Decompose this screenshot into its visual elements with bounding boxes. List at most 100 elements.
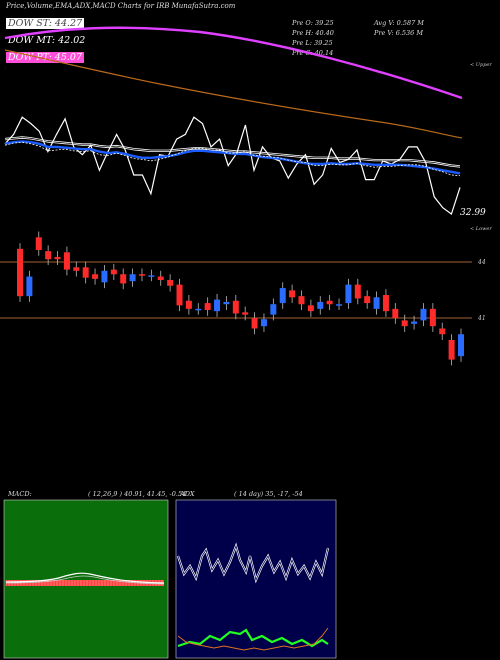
pre-high: Pre H: 40.40 bbox=[292, 29, 334, 37]
candle bbox=[364, 290, 371, 309]
avg-volume: Avg V: 0.587 M bbox=[374, 19, 424, 27]
candle bbox=[458, 328, 464, 362]
candle bbox=[382, 289, 389, 317]
candle-body bbox=[17, 248, 23, 297]
candle-body bbox=[138, 274, 145, 276]
candle-body bbox=[260, 319, 267, 327]
adx-green-line bbox=[177, 628, 329, 648]
candle bbox=[204, 297, 211, 316]
pre-low: Pre L: 39.25 bbox=[292, 39, 333, 47]
macd-panel bbox=[3, 499, 169, 659]
candle bbox=[345, 278, 352, 309]
macd-signal-line bbox=[5, 575, 165, 585]
candle bbox=[260, 313, 267, 332]
candle-body bbox=[411, 321, 418, 324]
candle-body bbox=[167, 280, 174, 286]
candle-body bbox=[429, 308, 436, 327]
candle bbox=[232, 295, 239, 320]
candle bbox=[326, 295, 333, 310]
adx-params: ( 14 day) 35, -17, -54 bbox=[234, 490, 303, 498]
candle-body bbox=[73, 267, 80, 271]
candle bbox=[270, 298, 277, 321]
candle-body bbox=[336, 304, 343, 306]
candle-body bbox=[242, 312, 249, 315]
dow-pt-label: DOW PT: 45.07 bbox=[6, 52, 84, 63]
candle bbox=[429, 303, 436, 332]
candle-body bbox=[373, 297, 380, 309]
level-44-label: 44 bbox=[478, 259, 486, 266]
candle-body bbox=[204, 303, 211, 310]
candle-body bbox=[45, 251, 52, 260]
candle bbox=[439, 322, 446, 340]
candle-body bbox=[148, 275, 155, 277]
candle bbox=[167, 274, 174, 292]
candle-body bbox=[232, 300, 239, 314]
candle bbox=[307, 299, 314, 317]
candle-body bbox=[129, 274, 136, 282]
candle bbox=[298, 290, 305, 310]
candle bbox=[289, 284, 296, 304]
candle-body bbox=[214, 299, 221, 312]
candle-body bbox=[392, 308, 399, 319]
candle-body bbox=[120, 274, 127, 284]
candle-body bbox=[382, 295, 389, 312]
candle-body bbox=[270, 304, 277, 315]
candle-body bbox=[35, 237, 42, 250]
candle-body bbox=[345, 284, 352, 304]
candle bbox=[45, 245, 52, 265]
last-price-label: 32.99 bbox=[460, 208, 486, 218]
candle-body bbox=[439, 328, 446, 335]
candle-body bbox=[54, 256, 61, 260]
top-tick-markers: · bbox=[3, 67, 8, 71]
candle-body bbox=[298, 296, 305, 305]
candle-body bbox=[458, 334, 464, 357]
pre-open: Pre O: 39.25 bbox=[292, 19, 334, 27]
candle-body bbox=[420, 308, 427, 321]
candle-body bbox=[448, 340, 455, 360]
candle-body bbox=[401, 320, 408, 327]
candle bbox=[251, 312, 258, 335]
candle-body bbox=[176, 284, 183, 306]
candle bbox=[176, 278, 183, 312]
candle-body bbox=[279, 288, 286, 304]
macd-line bbox=[5, 572, 165, 584]
candle-body bbox=[82, 267, 89, 278]
candle-body bbox=[317, 301, 324, 309]
candle-body bbox=[289, 290, 296, 298]
candle bbox=[101, 265, 108, 289]
dow-mt-label: DOW MT: 42.02 bbox=[8, 35, 86, 46]
candle bbox=[129, 268, 136, 287]
orange-ema-line bbox=[4, 49, 463, 139]
candle-body bbox=[110, 269, 117, 275]
candle bbox=[401, 314, 408, 332]
candle bbox=[35, 231, 42, 256]
candle bbox=[373, 291, 380, 315]
candle-body bbox=[101, 270, 108, 283]
macd-params: ( 12,26,9 ) 40.91, 41.45, -0.54 bbox=[88, 490, 187, 498]
dow-st-label: DOW ST: 44.27 bbox=[6, 18, 85, 29]
chart-title: Price,Volume,EMA,ADX,MACD Charts for IRB… bbox=[6, 2, 236, 10]
candle bbox=[138, 268, 145, 282]
candle bbox=[214, 293, 221, 317]
candle bbox=[148, 269, 155, 282]
upper-ema-line-b bbox=[4, 136, 461, 166]
candle-body bbox=[354, 284, 361, 299]
candle-body bbox=[195, 308, 202, 311]
candle bbox=[392, 303, 399, 324]
candle bbox=[279, 282, 286, 309]
macd-title: MACD: bbox=[8, 490, 32, 498]
candle-body bbox=[223, 301, 230, 305]
pink-ema-line bbox=[4, 26, 463, 100]
candle bbox=[223, 296, 230, 310]
series-layer bbox=[4, 116, 461, 215]
candle bbox=[54, 251, 61, 265]
candle bbox=[420, 303, 427, 327]
candle-body bbox=[92, 274, 99, 279]
pre-volume: Pre V: 6.536 M bbox=[374, 29, 424, 37]
candle bbox=[336, 298, 343, 310]
candle-body bbox=[326, 300, 333, 305]
candle bbox=[354, 278, 361, 305]
candle bbox=[411, 315, 418, 330]
adx-orange-line bbox=[177, 627, 329, 651]
candle bbox=[185, 295, 192, 315]
